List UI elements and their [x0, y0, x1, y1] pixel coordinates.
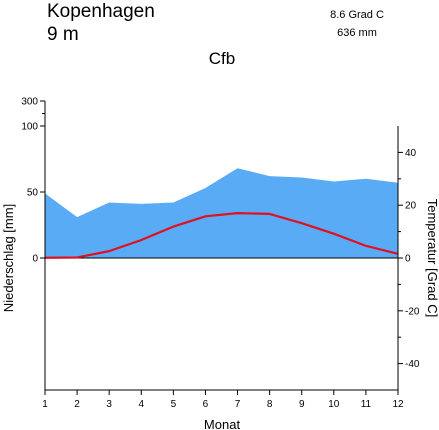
- x-tick-label: 7: [235, 399, 241, 410]
- x-tick-label: 2: [74, 399, 80, 410]
- left-tick-label: 100: [21, 122, 38, 133]
- x-tick-label: 10: [328, 399, 340, 410]
- climate-class: Cfb: [209, 49, 235, 68]
- x-tick-label: 12: [392, 399, 404, 410]
- right-tick-label: -20: [405, 306, 420, 317]
- left-tick-label: 50: [27, 188, 39, 199]
- x-tick-label: 4: [138, 399, 144, 410]
- annual-precipitation: 636 mm: [337, 27, 377, 39]
- x-axis-label: Monat: [204, 417, 241, 430]
- right-axis-label: Temperatur [Grad C]: [425, 199, 439, 318]
- station-elevation: 9 m: [47, 24, 79, 45]
- station-name: Kopenhagen: [47, 1, 155, 22]
- x-tick-label: 1: [42, 399, 48, 410]
- right-tick-label: -40: [405, 359, 420, 370]
- temperature-line: [44, 212, 399, 259]
- left-tick-label: 300: [21, 97, 38, 108]
- x-tick-label: 8: [267, 399, 273, 410]
- mean-temperature: 8.6 Grad C: [330, 9, 384, 21]
- left-axis-label: Niederschlag [mm]: [1, 204, 16, 312]
- right-tick-label: 0: [405, 254, 411, 265]
- x-tick-label: 5: [171, 399, 177, 410]
- right-tick-label: 40: [405, 148, 417, 159]
- x-tick-label: 9: [299, 399, 305, 410]
- x-tick-label: 3: [106, 399, 112, 410]
- right-tick-label: 20: [405, 201, 417, 212]
- x-tick-label: 6: [203, 399, 209, 410]
- x-tick-label: 11: [361, 399, 372, 410]
- precipitation-area: [45, 168, 398, 258]
- left-tick-label: 0: [32, 254, 38, 265]
